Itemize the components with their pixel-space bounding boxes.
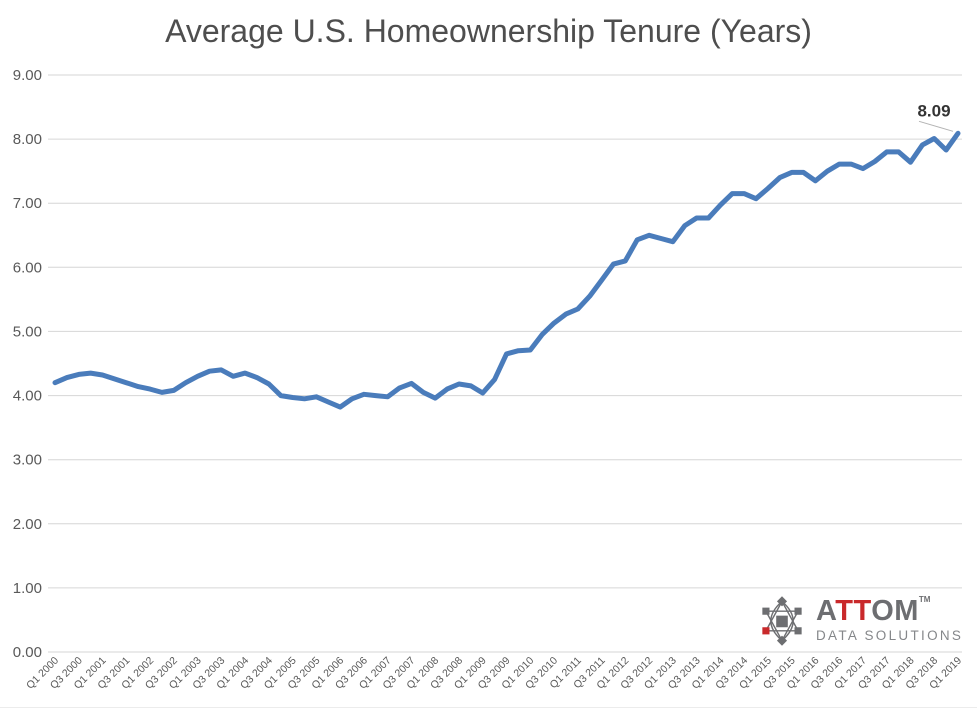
wordmark-a: A xyxy=(816,595,836,627)
y-axis-labels: 0.00 1.00 2.00 3.00 4.00 5.00 6.00 7.00 8.00 9.00 xyxy=(13,67,42,661)
attom-wordmark: ATTOMTM xyxy=(816,596,963,626)
y-tick-label: 4.00 xyxy=(13,388,42,405)
y-tick-label: 8.00 xyxy=(13,131,42,148)
y-tick-label: 5.00 xyxy=(13,323,42,340)
attom-subtext: DATA SOLUTIONS xyxy=(816,628,964,643)
y-tick-label: 2.00 xyxy=(13,516,42,533)
y-tick-label: 9.00 xyxy=(13,67,42,84)
gridlines xyxy=(48,74,962,653)
chart-frame-line xyxy=(0,707,977,708)
attom-atom-icon xyxy=(762,596,802,646)
chart-title: Average U.S. Homeownership Tenure (Years… xyxy=(165,13,812,49)
y-tick-label: 3.00 xyxy=(13,452,42,469)
y-tick-label: 1.00 xyxy=(13,580,42,597)
wordmark-om: OM xyxy=(871,595,919,627)
y-tick-label: 0.00 xyxy=(13,644,42,661)
attom-logo-text: ATTOMTM DATA SOLUTIONS xyxy=(816,594,963,643)
wordmark-tt: TT xyxy=(835,595,872,627)
y-tick-label: 7.00 xyxy=(13,195,42,212)
tenure-line-series xyxy=(52,130,961,410)
y-tick-label: 6.00 xyxy=(13,259,42,276)
attom-logo: ATTOMTM DATA SOLUTIONS xyxy=(757,594,963,648)
trademark-symbol: TM xyxy=(918,595,931,604)
data-label-leader-line xyxy=(918,120,954,132)
end-data-label: 8.09 xyxy=(917,101,950,120)
